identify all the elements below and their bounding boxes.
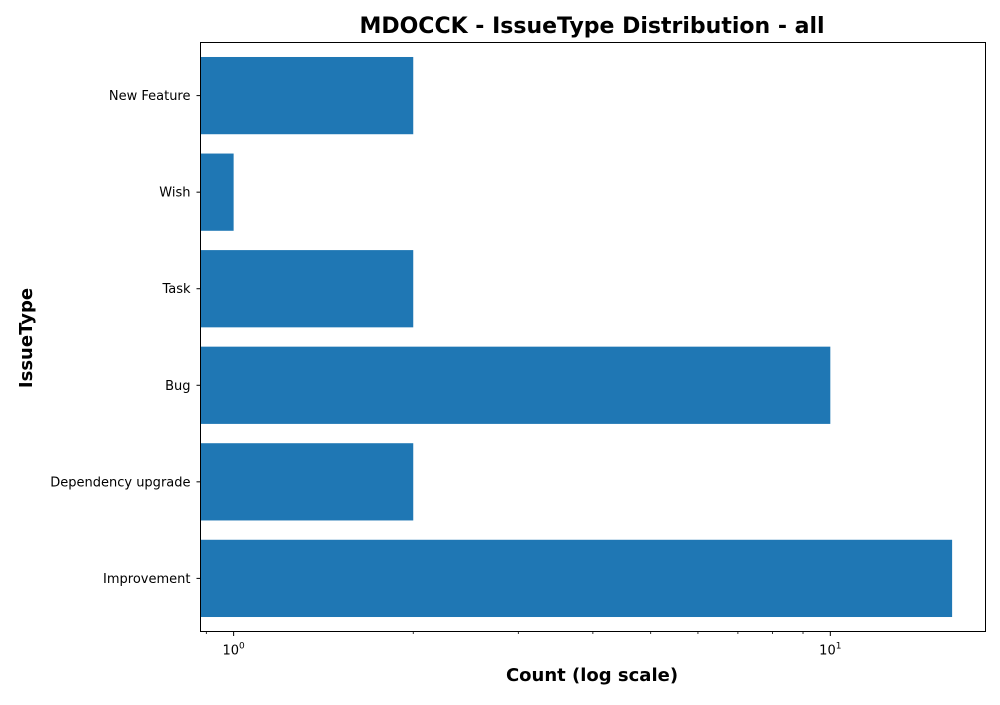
bar bbox=[200, 443, 414, 521]
y-axis-label: IssueType bbox=[16, 288, 37, 388]
bar bbox=[200, 250, 414, 328]
y-tick-label: Improvement bbox=[103, 572, 190, 587]
x-ticks-layer: 100 101 bbox=[205, 631, 841, 659]
bar bbox=[200, 539, 953, 618]
y-tick-label: Dependency upgrade bbox=[50, 475, 190, 490]
bars-layer bbox=[200, 56, 953, 618]
y-tick-label: Task bbox=[161, 282, 191, 297]
x-tick-label: 101 bbox=[819, 642, 841, 659]
y-tick-label: Bug bbox=[165, 379, 190, 394]
chart-title: MDOCCK - IssueType Distribution - all bbox=[359, 14, 824, 39]
x-tick-label: 100 bbox=[222, 642, 245, 659]
y-ticks-layer: Improvement Dependency upgrade Bug Task Wish… bbox=[50, 89, 201, 587]
y-tick-label: Wish bbox=[159, 186, 190, 201]
bar bbox=[200, 56, 414, 135]
x-axis-label: Count (log scale) bbox=[506, 665, 678, 686]
plot-frame bbox=[200, 42, 986, 632]
bar bbox=[200, 346, 831, 424]
y-tick-label: New Feature bbox=[109, 89, 191, 104]
bar bbox=[200, 153, 234, 231]
